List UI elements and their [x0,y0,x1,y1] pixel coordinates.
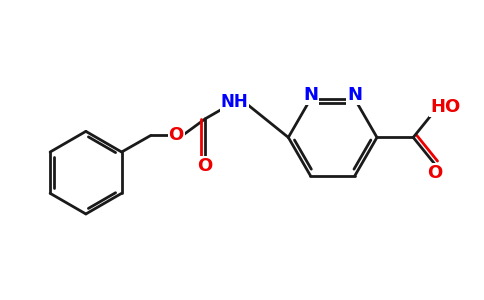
Text: O: O [427,164,442,182]
Text: NH: NH [221,93,248,111]
Text: N: N [303,86,318,104]
Text: O: O [197,157,213,175]
Text: N: N [348,86,363,104]
Text: O: O [168,126,183,144]
Text: HO: HO [430,98,461,116]
